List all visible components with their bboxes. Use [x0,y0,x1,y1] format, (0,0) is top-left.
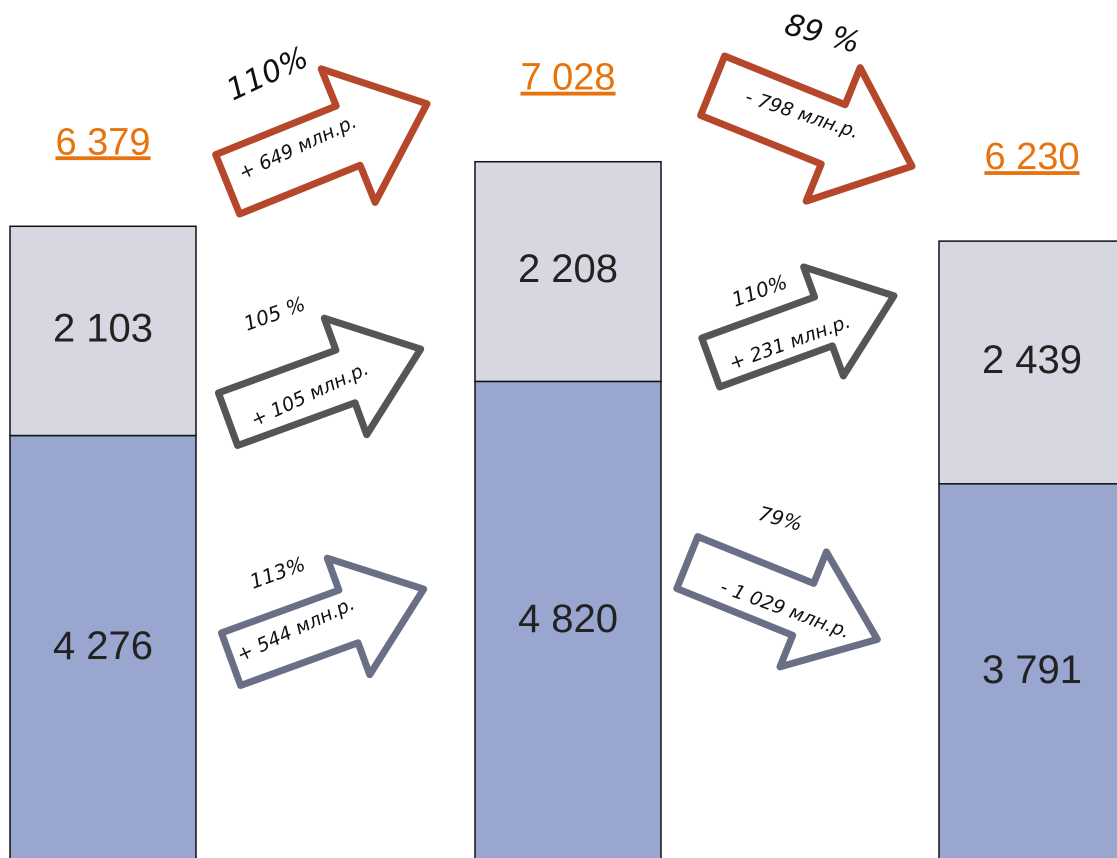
segment-label: 3 791 [982,648,1082,692]
total-label: 6 230 [984,136,1079,178]
arrow [697,52,916,205]
arrow [698,263,898,391]
arrow-percent: 110% [729,270,791,312]
arrows [212,52,916,690]
total-label: 7 028 [520,57,615,99]
segment-label: 2 208 [518,247,618,291]
total-label: 6 379 [55,121,150,163]
segment-label: 4 820 [518,597,618,641]
segment-label: 2 103 [53,306,153,350]
bar-segment [474,380,662,858]
segment-label: 4 276 [53,624,153,668]
arrow [217,554,428,690]
arrow-percent: 110% [221,40,314,108]
arrow [673,533,881,671]
arrow-percent: 79% [756,501,805,536]
bar-segment [474,160,662,383]
segment-label: 2 439 [982,338,1082,382]
arrow-percent: 113% [247,552,309,594]
bar-segment [9,225,197,437]
arrow [214,314,425,450]
arrow-percent: 105 % [241,291,309,335]
arrow-percent: 89 % [781,7,864,61]
arrow [212,65,431,218]
bar-segment [9,434,197,858]
bar-segment [938,240,1117,485]
